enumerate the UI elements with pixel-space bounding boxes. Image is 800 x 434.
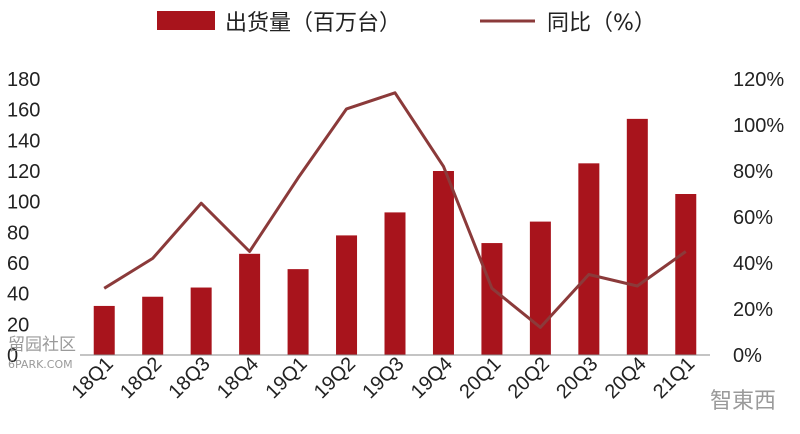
left-tick-label: 40 — [7, 284, 29, 306]
x-tick-label: 19Q3 — [358, 353, 408, 403]
watermark-6park-cn: 留园社区 — [8, 335, 76, 355]
left-tick-label: 160 — [7, 100, 40, 122]
x-tick-label: 19Q2 — [310, 353, 360, 403]
bar-mark — [93, 305, 115, 355]
left-tick-label: 80 — [7, 222, 29, 244]
legend-bar-label: 出货量（百万台） — [225, 11, 401, 36]
watermark-zhidx: 智東西 — [710, 389, 776, 414]
right-tick-label: 80% — [733, 161, 773, 183]
watermarks: 留园社区 6PARK.COM 智東西 — [8, 335, 776, 414]
bar-mark — [432, 171, 454, 355]
x-tick-label: 20Q4 — [601, 353, 651, 403]
x-tick-label: 18Q3 — [165, 353, 215, 403]
bar-series — [93, 118, 697, 355]
bar-mark — [239, 253, 261, 355]
bar-mark — [190, 287, 212, 355]
right-axis-ticks: 0% 20% 40% 60% 80% 100% 120% — [733, 69, 784, 367]
x-tick-label: 20Q3 — [552, 353, 602, 403]
bar-mark — [336, 235, 358, 355]
right-tick-label: 20% — [733, 299, 773, 321]
x-tick-label: 20Q1 — [455, 353, 505, 403]
right-tick-label: 40% — [733, 253, 773, 275]
left-tick-label: 20 — [7, 314, 29, 336]
watermark-6park-en: 6PARK.COM — [8, 358, 73, 371]
x-tick-label: 18Q2 — [116, 353, 166, 403]
x-axis-labels: 18Q118Q218Q318Q419Q119Q219Q319Q420Q120Q2… — [68, 353, 700, 403]
bar-mark — [529, 221, 551, 355]
bar-mark — [384, 212, 406, 355]
x-tick-label: 21Q1 — [649, 353, 699, 403]
bar-mark — [481, 243, 503, 355]
bar-mark — [578, 163, 600, 355]
x-tick-label: 20Q2 — [504, 353, 554, 403]
bar-mark — [675, 194, 697, 355]
bar-mark — [626, 118, 648, 355]
legend-line-label: 同比（%） — [547, 11, 656, 36]
left-tick-label: 120 — [7, 161, 40, 183]
right-tick-label: 100% — [733, 115, 784, 137]
bar-mark — [287, 269, 309, 355]
bar-mark — [142, 296, 164, 355]
line-series — [103, 91, 687, 329]
x-tick-label: 18Q1 — [68, 353, 118, 403]
left-tick-label: 0 — [7, 345, 18, 367]
left-tick-label: 100 — [7, 192, 40, 214]
x-tick-label: 19Q4 — [407, 353, 457, 403]
x-tick-label: 18Q4 — [213, 353, 263, 403]
left-tick-label: 180 — [7, 69, 40, 91]
left-tick-label: 60 — [7, 253, 29, 275]
left-axis-ticks: 0 20 40 60 80 100 120 140 160 180 — [7, 69, 40, 367]
legend: 出货量（百万台） 同比（%） — [157, 11, 656, 36]
right-tick-label: 60% — [733, 207, 773, 229]
x-tick-label: 19Q1 — [261, 353, 311, 403]
right-tick-label: 0% — [733, 345, 762, 367]
legend-bar-swatch — [157, 11, 215, 30]
right-tick-label: 120% — [733, 69, 784, 91]
left-tick-label: 140 — [7, 130, 40, 152]
